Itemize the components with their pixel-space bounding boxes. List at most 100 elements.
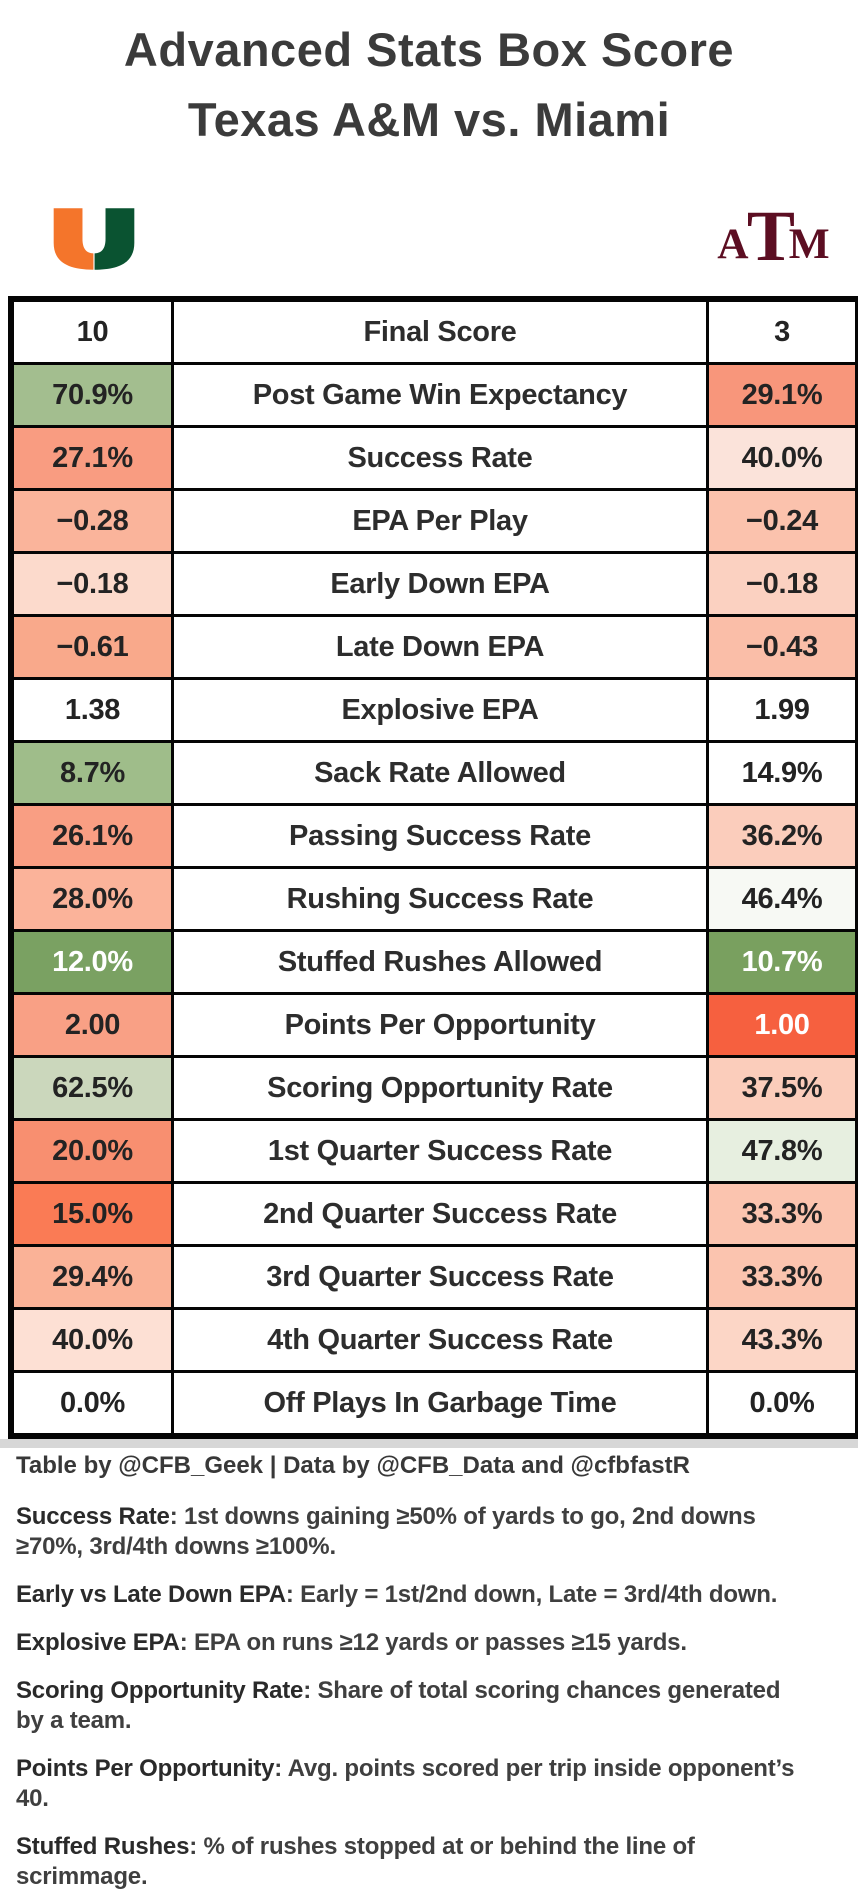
miami-value-cell: 10 (14, 302, 171, 362)
table-row: 10 Final Score 3 (14, 302, 855, 362)
texas-am-value-cell: 14.9% (709, 743, 855, 803)
texas-am-value-cell: −0.43 (709, 617, 855, 677)
metric-label-cell: Points Per Opportunity (174, 995, 706, 1055)
footnote-text: : % of rushes stopped at or behind the l… (16, 1833, 695, 1890)
metric-label-cell: Success Rate (174, 428, 706, 488)
miami-value-cell: 20.0% (14, 1121, 171, 1181)
texas-am-value-cell: 0.0% (709, 1373, 855, 1433)
footnote-term: Points Per Opportunity (16, 1755, 275, 1782)
miami-value-cell: 12.0% (14, 932, 171, 992)
metric-label-cell: Late Down EPA (174, 617, 706, 677)
table-row: 26.1% Passing Success Rate 36.2% (14, 806, 855, 866)
page-subtitle: Texas A&M vs. Miami (187, 93, 671, 146)
footnote-term: Success Rate (16, 1503, 170, 1530)
table-row: 29.4% 3rd Quarter Success Rate 33.3% (14, 1247, 855, 1307)
footnote-text: : Early = 1st/2nd down, Late = 3rd/4th d… (285, 1581, 778, 1608)
atm-letter-t: T (747, 196, 795, 276)
miami-value-cell: 27.1% (14, 428, 171, 488)
footnote-term: Stuffed Rushes (16, 1833, 190, 1860)
stats-table: 10 Final Score 3 70.9% Post Game Win Exp… (8, 296, 858, 1439)
miami-value-cell: 28.0% (14, 869, 171, 929)
texas-am-value-cell: −0.24 (709, 491, 855, 551)
table-row: 28.0% Rushing Success Rate 46.4% (14, 869, 855, 929)
atm-letter-m: M (789, 220, 830, 268)
texas-am-value-cell: 43.3% (709, 1310, 855, 1370)
table-row: −0.61 Late Down EPA −0.43 (14, 617, 855, 677)
texas-am-value-cell: 1.99 (709, 680, 855, 740)
miami-value-cell: 70.9% (14, 365, 171, 425)
metric-label-cell: 4th Quarter Success Rate (174, 1310, 706, 1370)
texas-am-logo: A M T (717, 194, 829, 277)
texas-am-value-cell: 46.4% (709, 869, 855, 929)
miami-value-cell: −0.18 (14, 554, 171, 614)
table-row: 70.9% Post Game Win Expectancy 29.1% (14, 365, 855, 425)
footnote-term: Early vs Late Down EPA (16, 1581, 286, 1608)
miami-value-cell: 40.0% (14, 1310, 171, 1370)
footnote-term: Explosive EPA (16, 1629, 180, 1656)
table-row: 12.0% Stuffed Rushes Allowed 10.7% (14, 932, 855, 992)
metric-label-cell: Stuffed Rushes Allowed (174, 932, 706, 992)
texas-am-value-cell: −0.18 (709, 554, 855, 614)
texas-am-value-cell: 47.8% (709, 1121, 855, 1181)
table-row: 2.00 Points Per Opportunity 1.00 (14, 995, 855, 1055)
footnote: Points Per Opportunity: Avg. points scor… (16, 1754, 812, 1814)
metric-label-cell: Passing Success Rate (174, 806, 706, 866)
metric-label-cell: Rushing Success Rate (174, 869, 706, 929)
metric-label-cell: 1st Quarter Success Rate (174, 1121, 706, 1181)
metric-label-cell: EPA Per Play (174, 491, 706, 551)
footnote-text: : 1st downs gaining ≥50% of yards to go,… (16, 1503, 756, 1560)
table-row: 8.7% Sack Rate Allowed 14.9% (14, 743, 855, 803)
page-title: Advanced Stats Box Score (123, 23, 735, 76)
table-row: −0.28 EPA Per Play −0.24 (14, 491, 855, 551)
miami-value-cell: −0.28 (14, 491, 171, 551)
table-bottom-shadow (0, 1439, 858, 1448)
miami-value-cell: 26.1% (14, 806, 171, 866)
footnote-term: Scoring Opportunity Rate (16, 1677, 304, 1704)
texas-am-value-cell: 37.5% (709, 1058, 855, 1118)
footnote: Explosive EPA: EPA on runs ≥12 yards or … (16, 1628, 812, 1658)
atm-letter-a: A (717, 220, 748, 268)
miami-value-cell: 29.4% (14, 1247, 171, 1307)
miami-value-cell: 15.0% (14, 1184, 171, 1244)
footer: Table by @CFB_Geek | Data by @CFB_Data a… (16, 1452, 812, 1898)
texas-am-value-cell: 1.00 (709, 995, 855, 1055)
footnote: Success Rate: 1st downs gaining ≥50% of … (16, 1502, 812, 1562)
table-row: 15.0% 2nd Quarter Success Rate 33.3% (14, 1184, 855, 1244)
table-row: 1.38 Explosive EPA 1.99 (14, 680, 855, 740)
table-row: 62.5% Scoring Opportunity Rate 37.5% (14, 1058, 855, 1118)
metric-label-cell: 2nd Quarter Success Rate (174, 1184, 706, 1244)
miami-value-cell: 8.7% (14, 743, 171, 803)
table-row: 40.0% 4th Quarter Success Rate 43.3% (14, 1310, 855, 1370)
table-row: 20.0% 1st Quarter Success Rate 47.8% (14, 1121, 855, 1181)
texas-am-value-cell: 10.7% (709, 932, 855, 992)
texas-am-value-cell: 29.1% (709, 365, 855, 425)
metric-label-cell: Scoring Opportunity Rate (174, 1058, 706, 1118)
table-row: −0.18 Early Down EPA −0.18 (14, 554, 855, 614)
footnotes-list: Success Rate: 1st downs gaining ≥50% of … (16, 1502, 812, 1892)
footnote-text: : Share of total scoring chances generat… (16, 1677, 781, 1734)
footnote-text: : EPA on runs ≥12 yards or passes ≥15 ya… (179, 1629, 687, 1656)
miami-value-cell: 1.38 (14, 680, 171, 740)
metric-label-cell: Final Score (174, 302, 706, 362)
metric-label-cell: 3rd Quarter Success Rate (174, 1247, 706, 1307)
miami-u-left-half (53, 208, 94, 270)
miami-value-cell: 0.0% (14, 1373, 171, 1433)
miami-u-right-half (94, 208, 135, 270)
footnote-text: : Avg. points scored per trip inside opp… (16, 1755, 795, 1812)
metric-label-cell: Early Down EPA (174, 554, 706, 614)
miami-value-cell: 2.00 (14, 995, 171, 1055)
miami-value-cell: 62.5% (14, 1058, 171, 1118)
table-row: 27.1% Success Rate 40.0% (14, 428, 855, 488)
texas-am-value-cell: 33.3% (709, 1247, 855, 1307)
miami-u-logo (53, 208, 135, 270)
table-row: 0.0% Off Plays In Garbage Time 0.0% (14, 1373, 855, 1433)
credit-line: Table by @CFB_Geek | Data by @CFB_Data a… (16, 1452, 690, 1479)
texas-am-value-cell: 40.0% (709, 428, 855, 488)
metric-label-cell: Off Plays In Garbage Time (174, 1373, 706, 1433)
texas-am-value-cell: 33.3% (709, 1184, 855, 1244)
texas-am-value-cell: 3 (709, 302, 855, 362)
footnote: Early vs Late Down EPA: Early = 1st/2nd … (16, 1580, 812, 1610)
footnote: Stuffed Rushes: % of rushes stopped at o… (16, 1832, 812, 1892)
texas-am-value-cell: 36.2% (709, 806, 855, 866)
